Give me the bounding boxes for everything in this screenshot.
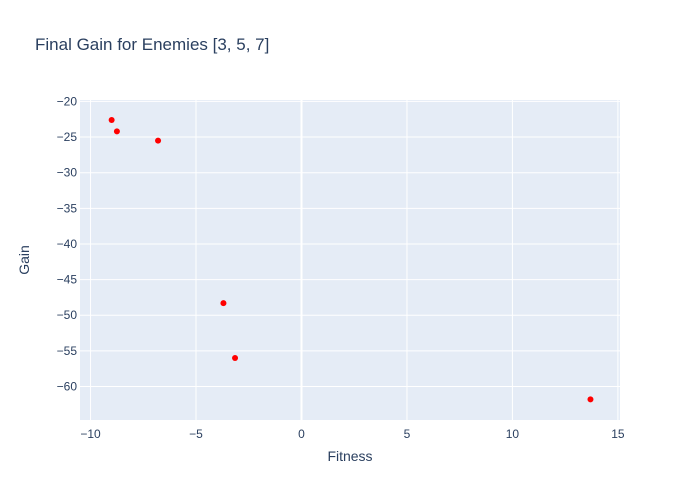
x-axis-title: Fitness [327, 448, 372, 464]
y-tick-label: −40 [57, 237, 78, 251]
tick-labels: −10 −5 0 5 10 15−20−25−30−35−40−45−50−55−60 [57, 94, 625, 441]
chart-title: Final Gain for Enemies [3, 5, 7] [35, 35, 269, 54]
x-tick-label: 15 [611, 427, 625, 441]
y-tick-label: −25 [57, 130, 78, 144]
data-points [108, 116, 594, 403]
plot-area [80, 100, 620, 420]
y-tick-label: −55 [57, 344, 78, 358]
y-tick-label: −30 [57, 166, 78, 180]
data-point[interactable] [108, 116, 115, 123]
y-tick-label: −35 [57, 201, 78, 215]
x-tick-label: −5 [189, 427, 203, 441]
data-point[interactable] [155, 137, 162, 144]
y-tick-label: −45 [57, 273, 78, 287]
x-tick-label: −10 [80, 427, 101, 441]
y-tick-label: −20 [57, 94, 78, 108]
data-point[interactable] [113, 128, 120, 135]
x-tick-label: 5 [404, 427, 411, 441]
y-tick-label: −50 [57, 308, 78, 322]
y-axis-title: Gain [16, 245, 32, 275]
x-tick-label: 10 [506, 427, 520, 441]
grid-lines [80, 100, 620, 420]
data-point[interactable] [587, 396, 594, 403]
x-tick-label: 0 [298, 427, 305, 441]
data-point[interactable] [220, 300, 227, 307]
data-point[interactable] [232, 354, 239, 361]
y-tick-label: −60 [57, 380, 78, 394]
